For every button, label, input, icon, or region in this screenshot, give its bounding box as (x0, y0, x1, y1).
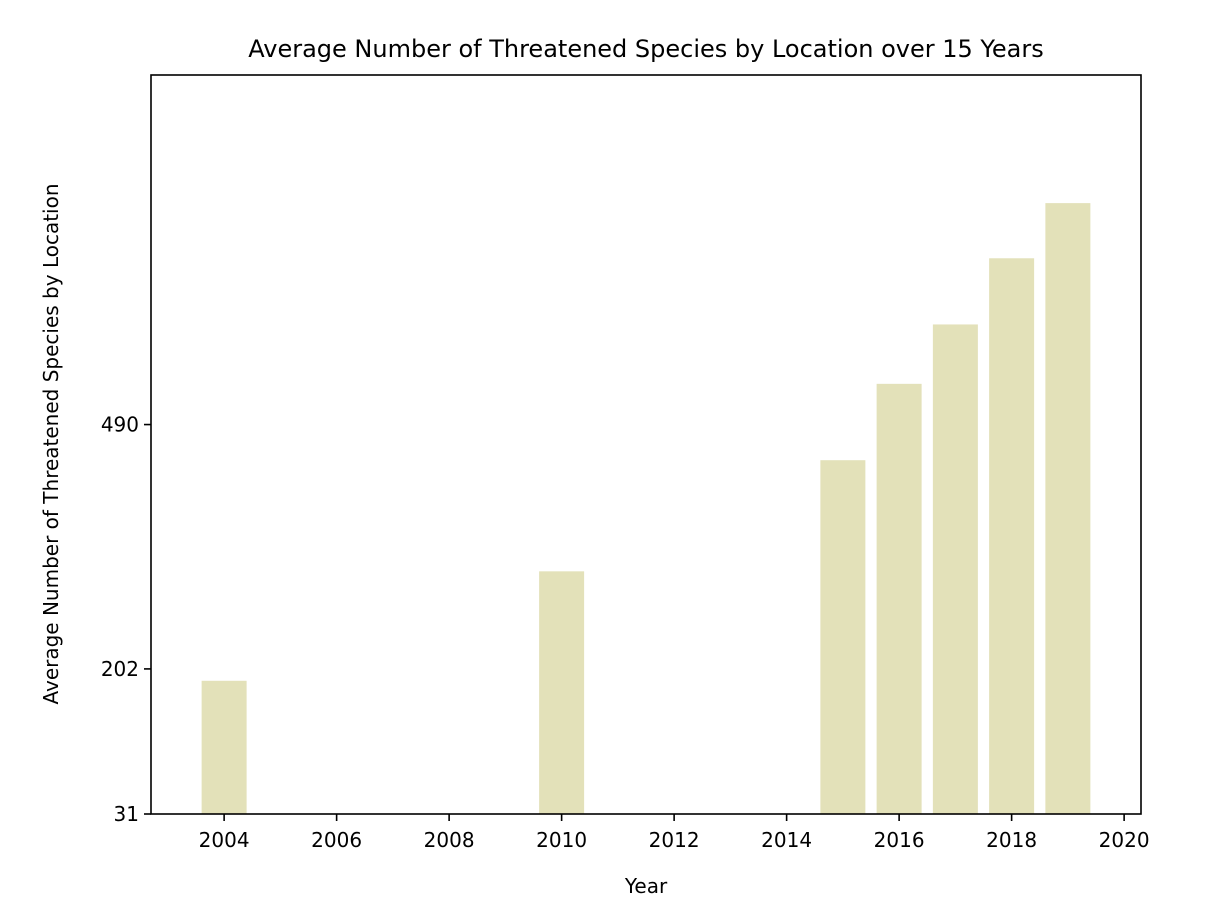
bar-2015 (820, 460, 866, 814)
x-tick-label-2006: 2006 (311, 828, 362, 852)
x-tick-label-2004: 2004 (199, 828, 250, 852)
x-tick-label-2018: 2018 (986, 828, 1037, 852)
bar-2010 (539, 571, 585, 814)
bar-2017 (932, 324, 978, 814)
x-axis-title: Year (624, 874, 668, 898)
bar-2018 (989, 258, 1035, 814)
y-axis-title: Average Number of Threatened Species by … (39, 183, 63, 704)
y-axis-ticks: 31 202 490 (101, 413, 151, 826)
chart-title: Average Number of Threatened Species by … (248, 35, 1044, 63)
x-axis-ticks: 2004 2006 2008 2010 2012 2014 2016 2018 2020 (199, 814, 1150, 852)
x-tick-label-2014: 2014 (761, 828, 812, 852)
bars-layer (201, 203, 1091, 814)
y-tick-label-31: 31 (114, 802, 139, 826)
x-tick-label-2016: 2016 (874, 828, 925, 852)
bar-2016 (876, 383, 922, 814)
plot-frame (150, 74, 1142, 815)
y-tick-label-490: 490 (101, 413, 139, 437)
x-tick-label-2020: 2020 (1099, 828, 1150, 852)
bar-2019 (1045, 203, 1091, 814)
x-tick-label-2012: 2012 (649, 828, 700, 852)
bar-2004 (201, 680, 247, 814)
x-tick-label-2008: 2008 (424, 828, 475, 852)
x-tick-label-2010: 2010 (536, 828, 587, 852)
y-tick-label-202: 202 (101, 657, 139, 681)
